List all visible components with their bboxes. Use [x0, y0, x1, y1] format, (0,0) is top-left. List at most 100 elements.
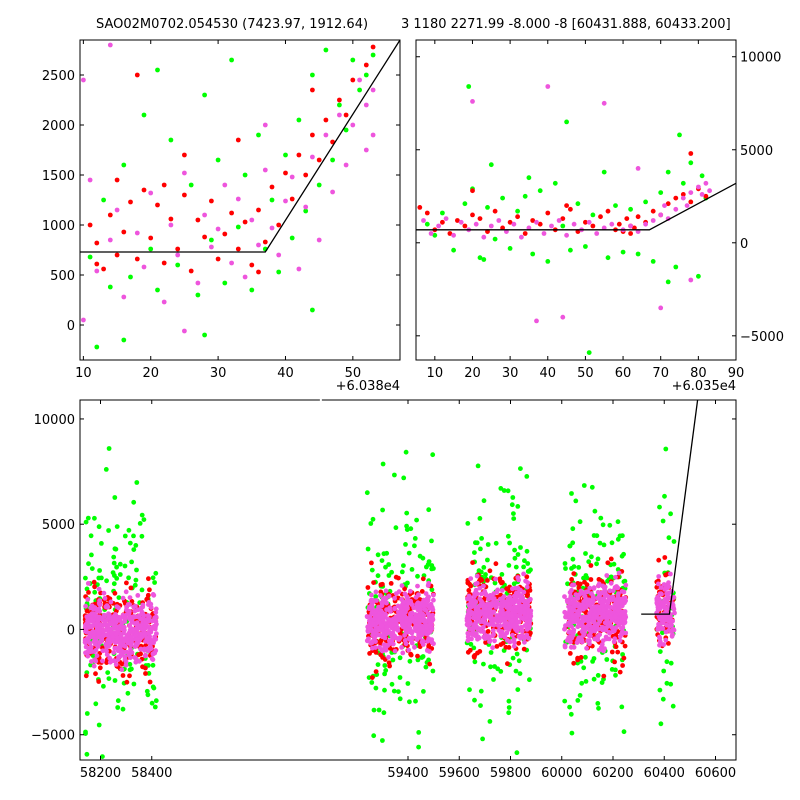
bottom-green-point: [615, 536, 621, 542]
top-left-pink-point: [121, 294, 127, 300]
top-right-red-point: [590, 223, 596, 229]
bottom-pink-point: [91, 639, 97, 644]
bottom-pink-point: [125, 602, 131, 607]
top-left-green-point: [175, 262, 181, 268]
top-right-red-point: [417, 205, 423, 210]
bottom-green-point: [84, 711, 90, 716]
bottom-pink-point: [468, 599, 474, 604]
bottom-pink-point: [91, 663, 97, 669]
top-left-green-point: [310, 72, 315, 78]
bottom-green-point: [146, 671, 152, 676]
bottom-pink-point: [521, 598, 526, 604]
bottom-green-point: [129, 559, 135, 565]
bottom-model-line: [641, 400, 699, 615]
bottom-pink-point: [429, 613, 434, 619]
bottom-pink-point: [586, 621, 592, 627]
top-left-green-point: [269, 197, 275, 203]
bottom-pink-point: [576, 622, 582, 628]
bottom-red-point: [622, 643, 628, 649]
bottom-pink-point: [89, 649, 95, 654]
bottom-green-point: [671, 539, 677, 544]
top-left-pink-point: [114, 207, 120, 213]
bottom-green-point: [591, 676, 597, 682]
bottom-pink-point: [562, 626, 567, 632]
top-right-red-point: [624, 216, 630, 222]
bottom-green-point: [386, 573, 392, 578]
bottom-pink-point: [146, 602, 151, 607]
top-left-green-point: [303, 208, 309, 214]
top-right-pink-point: [436, 223, 441, 229]
bottom-pink-point: [465, 620, 471, 625]
bottom-green-point: [658, 721, 664, 727]
bottom-green-point: [471, 645, 477, 651]
bottom-pink-point: [141, 631, 147, 637]
top-left-red-point: [155, 202, 160, 208]
bottom-green-point: [397, 655, 403, 661]
bottom-pink-point: [516, 634, 522, 639]
top-right-green-point: [688, 160, 694, 166]
bottom-green-point: [664, 659, 670, 665]
bottom-green-point: [661, 668, 667, 674]
top-left-red-point: [229, 210, 235, 216]
bottom-pink-point: [604, 573, 610, 578]
bottom-pink-point: [510, 632, 515, 638]
top-left-plot-area: [80, 40, 400, 350]
top-left-red-point: [182, 192, 187, 198]
bottom-pink-point: [577, 592, 583, 597]
bottom-green-point: [111, 581, 117, 587]
bottom-red-point: [427, 661, 433, 667]
bottom-red-point: [477, 649, 483, 654]
bottom-pink-point: [153, 610, 159, 615]
bottom-pink-point: [476, 615, 481, 621]
top-right-x-tick-label: 80: [690, 366, 707, 381]
top-left-pink-point: [81, 317, 86, 323]
bottom-pink-point: [397, 604, 403, 610]
top-left-pink-point: [242, 274, 248, 280]
bottom-pink-point: [152, 634, 158, 640]
bottom-green-point: [429, 566, 435, 572]
bottom-green-point: [137, 521, 143, 526]
bottom-pink-point: [127, 623, 132, 629]
bottom-green-point: [399, 569, 405, 575]
top-right-red-point: [680, 192, 686, 197]
bottom-pink-point: [521, 571, 526, 577]
bottom-green-point: [522, 558, 527, 564]
top-right-pink-point: [451, 232, 456, 238]
bottom-pink-point: [373, 589, 379, 595]
bottom-pink-point: [392, 648, 398, 654]
bottom-pink-point: [616, 570, 622, 576]
bottom-green-point: [368, 521, 374, 526]
top-right-pink-point: [511, 221, 517, 227]
top-left-red-point: [262, 239, 268, 245]
bottom-pink-point: [588, 633, 593, 639]
bottom-pink-point: [415, 583, 420, 589]
bottom-red-point: [371, 580, 376, 585]
bottom-green-point: [599, 680, 605, 685]
top-right-green-point: [488, 162, 494, 168]
bottom-pink-point: [376, 604, 381, 610]
bottom-pink-point: [495, 587, 501, 593]
bottom-pink-point: [151, 623, 157, 629]
bottom-green-point: [152, 580, 158, 585]
bottom-pink-point: [96, 630, 102, 636]
bottom-pink-point: [615, 599, 621, 604]
bottom-green-point: [657, 687, 663, 693]
bottom-pink-point: [89, 618, 95, 624]
bottom-red-point: [656, 557, 662, 563]
top-left-green-point: [148, 246, 154, 252]
bottom-pink-point: [582, 594, 588, 599]
bottom-pink-point: [596, 616, 601, 621]
top-left-pink-point: [283, 198, 288, 204]
top-left-pink-point: [330, 189, 335, 195]
top-left-green-point: [209, 237, 214, 243]
top-right-pink-point: [680, 195, 686, 201]
bottom-pink-point: [575, 595, 581, 601]
top-right-pink-point: [703, 180, 709, 186]
bottom-green-point: [375, 573, 381, 579]
top-left-red-point: [209, 198, 214, 204]
top-right-red-point: [545, 210, 551, 216]
top-left-pink-point: [94, 268, 100, 274]
bottom-green-point: [420, 654, 426, 659]
bottom-green-point: [397, 675, 403, 680]
bottom-pink-point: [599, 590, 605, 596]
